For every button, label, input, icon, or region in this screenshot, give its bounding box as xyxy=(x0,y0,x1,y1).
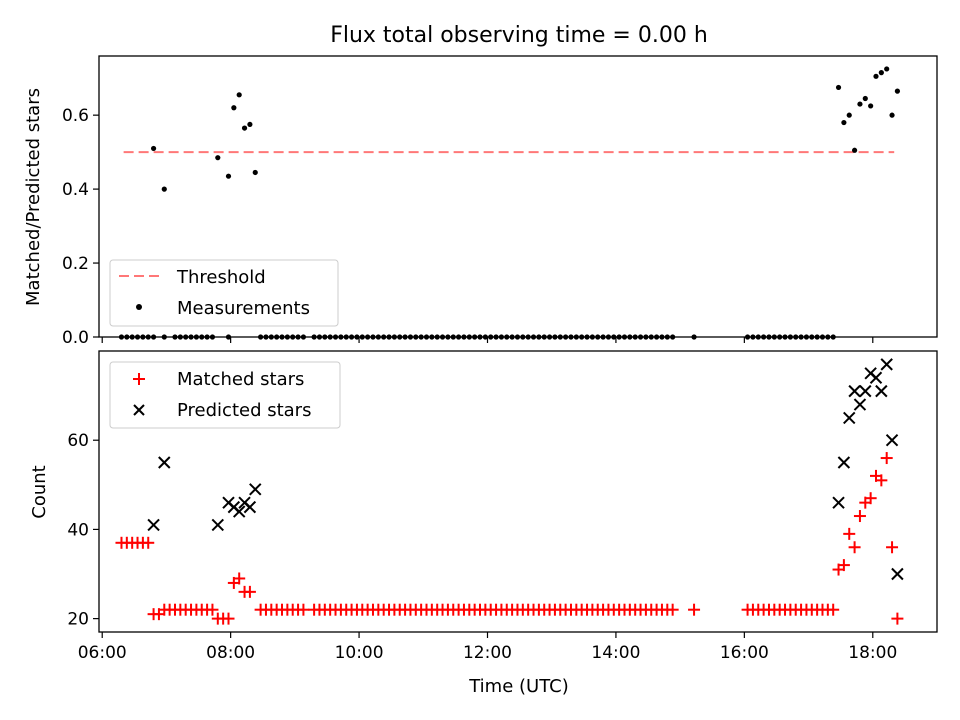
matched-star-point xyxy=(886,541,899,554)
measurement-point xyxy=(225,173,232,179)
measurement-point xyxy=(857,101,863,107)
measurement-point xyxy=(215,155,221,161)
y-tick-label: 60 xyxy=(67,431,89,451)
x-tick-label: 12:00 xyxy=(463,643,512,663)
x-tick-label: 06:00 xyxy=(78,643,127,663)
measurement-point xyxy=(868,103,874,109)
count-legend: Matched stars Predicted stars xyxy=(109,361,341,429)
predicted-star-point xyxy=(249,483,262,496)
measurement-point xyxy=(841,119,847,126)
x-tick-label: 14:00 xyxy=(591,643,640,663)
y-tick-label: 0.0 xyxy=(62,328,89,348)
matched-star-point xyxy=(864,492,877,505)
predicted-star-point xyxy=(837,456,851,469)
matched-star-point xyxy=(827,603,840,616)
y-tick-label: 20 xyxy=(67,610,89,630)
legend-predicted-swatch xyxy=(133,404,145,416)
y-tick-label: 0.2 xyxy=(62,254,89,274)
y-tick-label: 40 xyxy=(67,520,89,540)
matched-star-point xyxy=(688,603,701,616)
matched-star-point xyxy=(843,527,856,540)
measurement-point xyxy=(884,66,890,72)
matched-star-point xyxy=(891,612,904,625)
matched-star-point xyxy=(243,585,256,598)
count-y-axis-label: Count xyxy=(29,465,50,518)
matched-star-point xyxy=(848,541,861,554)
legend-matched-label: Matched stars xyxy=(177,369,304,390)
measurement-point xyxy=(878,70,884,76)
predicted-star-point xyxy=(859,384,872,398)
measurement-point xyxy=(873,73,879,79)
y-tick-label: 0.4 xyxy=(62,180,89,200)
predicted-star-point xyxy=(853,398,867,411)
predicted-star-point xyxy=(869,371,883,384)
measurement-point xyxy=(846,112,852,118)
matched-star-point xyxy=(837,559,850,572)
measurement-point xyxy=(231,105,237,111)
predicted-star-point xyxy=(147,518,160,532)
matched-star-point xyxy=(222,612,235,625)
measurement-point xyxy=(894,88,901,94)
predicted-star-point xyxy=(891,567,904,581)
predicted-star-point xyxy=(880,358,893,371)
count-plot: 06:00 08:00 10:00 12:00 14:00 16:00 18:00 20 40 6… xyxy=(29,350,938,697)
x-tick-label: 10:00 xyxy=(335,643,384,663)
predicted-star-point xyxy=(232,505,246,518)
measurement-point xyxy=(862,95,868,102)
measurement-point xyxy=(161,186,167,192)
predicted-star-point xyxy=(832,496,845,509)
ratio-plot: 0.0 0.2 0.4 0.6 Matched/Predicted stars Thr… xyxy=(23,55,938,348)
matched-star-point xyxy=(875,474,888,487)
legend-measurements-label: Measurements xyxy=(177,298,310,319)
measurement-point xyxy=(236,92,242,98)
legend-matched-swatch xyxy=(133,373,145,385)
predicted-star-point xyxy=(885,433,899,447)
measurement-point xyxy=(889,112,895,118)
matched-star-point xyxy=(666,603,679,616)
count-x-axis-label: Time (UTC) xyxy=(468,676,569,697)
ratio-legend: Threshold Measurements xyxy=(109,259,339,327)
x-tick-label: 18:00 xyxy=(848,643,897,663)
legend-predicted-label: Predicted stars xyxy=(177,400,311,421)
predicted-star-point xyxy=(158,456,171,469)
predicted-star-point xyxy=(243,500,257,514)
legend-threshold-label: Threshold xyxy=(176,267,266,288)
predicted-star-point xyxy=(848,384,861,398)
measurement-point xyxy=(150,145,157,152)
predicted-star-point xyxy=(211,518,225,532)
y-tick-label: 0.6 xyxy=(62,106,89,126)
measurement-point xyxy=(252,169,258,176)
measurement-point xyxy=(247,121,253,128)
x-tick-label: 08:00 xyxy=(206,643,255,663)
ratio-y-axis-label: Matched/Predicted stars xyxy=(23,88,44,306)
matched-star-point xyxy=(297,603,310,616)
predicted-star-point xyxy=(875,384,888,398)
measurement-point xyxy=(835,84,842,91)
measurement-point xyxy=(241,125,248,131)
x-tick-label: 16:00 xyxy=(720,643,769,663)
predicted-star-point xyxy=(843,411,856,425)
matched-star-point xyxy=(206,603,219,616)
legend-measurements-swatch xyxy=(136,304,142,310)
count-plot-frame xyxy=(98,350,938,633)
matched-star-point xyxy=(880,452,893,465)
matched-star-point xyxy=(853,510,866,523)
ratio-plot-frame xyxy=(98,55,938,338)
chart-title: Flux total observing time = 0.00 h xyxy=(330,23,708,48)
matched-star-point xyxy=(142,536,155,549)
matched-star-point xyxy=(233,572,246,585)
measurement-point xyxy=(851,147,858,153)
